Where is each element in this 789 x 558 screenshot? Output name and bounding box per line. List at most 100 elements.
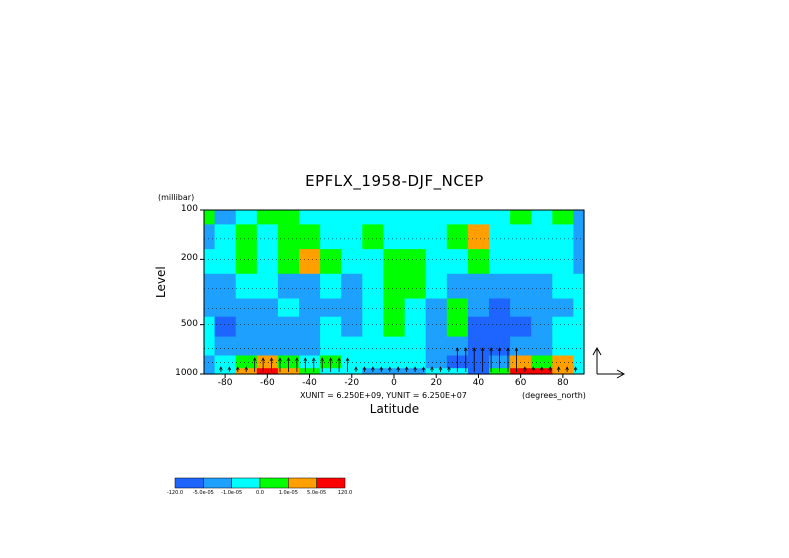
x-tick-label: 40 — [472, 378, 485, 388]
field-cell — [214, 210, 237, 225]
field-cell — [383, 316, 406, 338]
field-cell — [425, 224, 448, 250]
field-cell — [204, 298, 216, 318]
field-cell — [446, 249, 469, 275]
field-cell — [341, 224, 363, 250]
field-cell — [383, 355, 406, 369]
x-tick-label: -60 — [259, 378, 275, 388]
field-cell — [446, 210, 469, 225]
field-cell — [362, 336, 384, 357]
field-cell — [552, 273, 574, 300]
field-cell — [341, 249, 363, 275]
colorbar-label: 120.0 — [337, 490, 353, 496]
field-cell — [277, 316, 300, 338]
field-cell — [489, 273, 511, 300]
field-cell — [446, 316, 469, 338]
field-cell — [341, 336, 363, 357]
reference-vector — [592, 346, 626, 379]
field-cell — [489, 316, 511, 338]
field-cell — [552, 355, 574, 369]
field-cell — [383, 249, 406, 275]
field-cell — [383, 298, 406, 318]
field-cell — [362, 224, 384, 250]
x-tick-label: 80 — [557, 378, 569, 388]
field-cell — [214, 273, 237, 300]
field-cell — [299, 355, 321, 369]
field-cell — [446, 336, 469, 357]
vector-scale-note: XUNIT = 6.250E+09, YUNIT = 6.250E+07 — [300, 391, 467, 400]
field-cell — [299, 224, 321, 250]
field-cell — [299, 273, 321, 300]
field-cell — [467, 273, 490, 300]
field-cell — [256, 355, 279, 369]
flux-arrowhead — [278, 357, 282, 362]
colorbar-label: -1.0e-05 — [221, 490, 243, 496]
field-cell — [383, 336, 406, 357]
field-cell — [299, 249, 321, 275]
field-cell — [204, 210, 216, 225]
colorbar-label: -5.0e-05 — [192, 490, 214, 496]
field-cell — [320, 298, 342, 318]
field-cell — [320, 249, 342, 275]
flux-arrowhead — [320, 357, 325, 362]
flux-arrowhead — [337, 357, 341, 362]
field-cell — [489, 249, 511, 275]
flux-arrowhead — [480, 347, 485, 352]
field-cell — [404, 316, 427, 338]
field-cell — [256, 368, 279, 375]
flux-arrowhead — [219, 366, 223, 371]
field-cell — [467, 368, 490, 375]
flux-arrowhead — [430, 366, 434, 371]
field-cell — [383, 224, 406, 250]
field-cell — [204, 224, 216, 250]
colorbar — [174, 477, 346, 489]
field-cell — [277, 273, 300, 300]
field-cell — [425, 368, 448, 375]
field-cell — [552, 210, 574, 225]
field-cell — [214, 355, 237, 369]
field-cell — [235, 273, 258, 300]
field-cell — [256, 336, 279, 357]
y-tick-label: 200 — [180, 253, 198, 264]
field-cell — [531, 298, 553, 318]
colorbar-swatch — [203, 477, 232, 489]
field-cell — [277, 249, 300, 275]
field-cell — [573, 210, 585, 225]
field-cell — [446, 273, 469, 300]
field-cell — [552, 298, 574, 318]
x-tick-label: -80 — [217, 378, 233, 388]
field-cell — [467, 298, 490, 318]
field-cell — [383, 368, 406, 375]
field-cell — [341, 210, 363, 225]
colorbar-label: 1.0e-05 — [278, 490, 298, 496]
field-cell — [277, 336, 300, 357]
colorbar-swatch — [316, 477, 346, 489]
flux-arrowhead — [413, 366, 417, 371]
field-cell — [235, 210, 258, 225]
flux-arrowhead — [497, 347, 502, 352]
field-cell — [204, 355, 216, 369]
flux-arrowhead — [371, 366, 375, 371]
flux-arrowhead — [379, 366, 384, 371]
y-tick-label: 500 — [180, 318, 198, 329]
field-cell — [320, 316, 342, 338]
flux-arrowhead — [421, 366, 426, 371]
field-cell — [425, 249, 448, 275]
field-cell — [404, 355, 427, 369]
field-cell — [573, 355, 585, 369]
field-cell — [404, 273, 427, 300]
field-cell — [362, 316, 384, 338]
flux-arrowhead — [514, 347, 519, 352]
field-cell — [404, 249, 427, 275]
colorbar-swatch — [288, 477, 317, 489]
field-cell — [214, 298, 237, 318]
field-cell — [277, 224, 300, 250]
colorbar-label: -120.0 — [166, 490, 184, 496]
flux-arrowhead — [345, 357, 350, 362]
field-cell — [573, 249, 585, 275]
flux-arrowhead — [227, 366, 232, 371]
flux-vectors — [219, 347, 578, 372]
field-cell — [235, 316, 258, 338]
field-cell — [425, 336, 448, 357]
field-cell — [362, 273, 384, 300]
